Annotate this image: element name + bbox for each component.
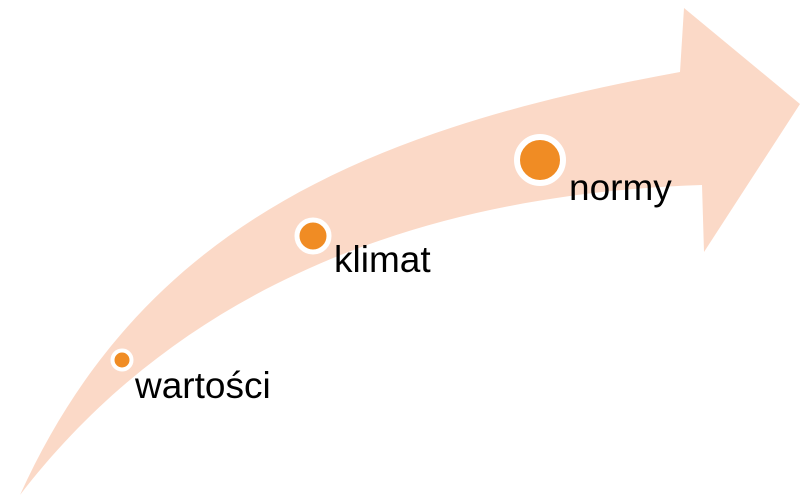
step-wartosci: wartości <box>110 348 271 406</box>
step-normy: normy <box>514 134 672 208</box>
step-label-wartosci: wartości <box>134 365 271 406</box>
step-klimat: klimat <box>294 217 431 280</box>
step-dot-klimat <box>294 217 332 255</box>
curved-arrow-shape <box>20 8 800 495</box>
step-dot-wartosci <box>110 348 134 372</box>
step-label-klimat: klimat <box>334 239 431 280</box>
step-dot-normy <box>514 134 566 186</box>
step-label-normy: normy <box>569 167 672 208</box>
